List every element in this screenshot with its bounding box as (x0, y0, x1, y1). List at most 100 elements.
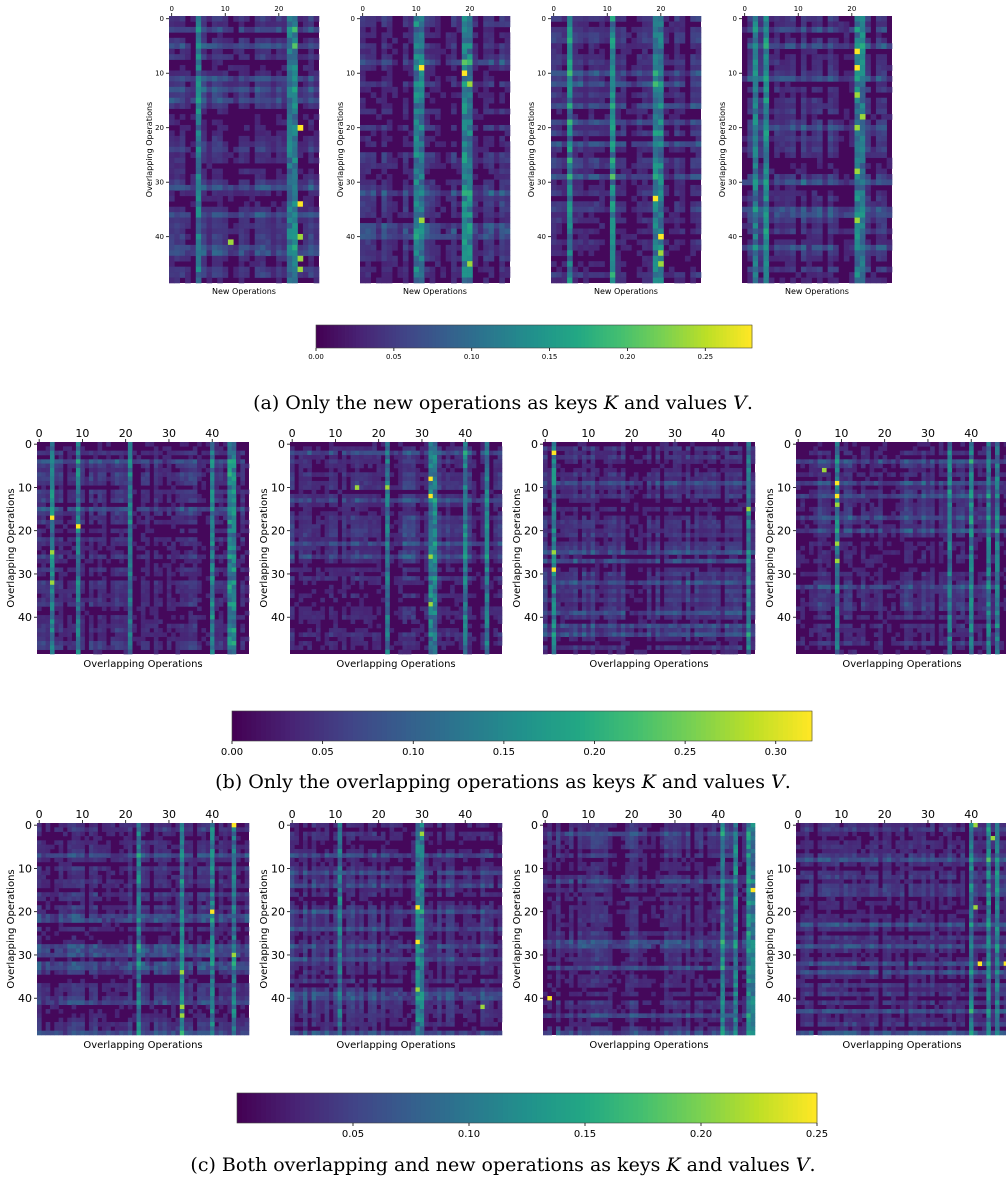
heatmap-cell (461, 146, 468, 153)
heatmap-cell (365, 228, 372, 235)
heatmap-cell (179, 228, 186, 235)
heatmap-cell (609, 135, 616, 142)
heatmap-cell (270, 233, 277, 240)
heatmap-cell (265, 81, 272, 88)
heatmap-cell (67, 489, 72, 495)
heatmap-cell (244, 223, 250, 229)
heatmap-cell (504, 174, 511, 180)
heatmap-cell (588, 261, 595, 267)
heatmap-cell (127, 493, 133, 499)
heatmap-cell (381, 108, 388, 115)
heatmap-cell (467, 239, 473, 246)
heatmap-cell (360, 228, 366, 235)
heatmap-cell (499, 43, 505, 49)
heatmap-cell (238, 26, 245, 33)
heatmap-cell (265, 135, 272, 142)
x-tick-label: 20 (656, 5, 665, 13)
heatmap-cell (881, 75, 887, 82)
heatmap-cell (817, 59, 823, 66)
heatmap-cell (870, 217, 877, 224)
x-axis-label: New Operations (594, 287, 658, 296)
heatmap-cell (106, 506, 111, 512)
heatmap-cell (179, 244, 186, 251)
heatmap-cell (768, 212, 775, 218)
heatmap-cell (790, 135, 796, 142)
heatmap-cell (483, 233, 489, 240)
heatmap-cell (286, 97, 293, 104)
heatmap-cell (631, 233, 638, 240)
heatmap-cell (175, 515, 181, 521)
heatmap-cell (583, 239, 589, 246)
colorbar-segment (316, 325, 321, 348)
heatmap-cell (386, 255, 393, 262)
heatmap-cell (171, 489, 176, 495)
heatmap-cell (615, 54, 621, 60)
heatmap-cell (397, 152, 404, 158)
heatmap-cell (195, 217, 202, 224)
heatmap-cell (488, 228, 495, 235)
heatmap-cell (140, 554, 146, 560)
heatmap-cell (881, 239, 887, 246)
heatmap-cell (158, 463, 163, 469)
heatmap-cell (210, 472, 215, 477)
heatmap-cell (827, 228, 834, 235)
heatmap-cell (286, 114, 293, 120)
heatmap-cell (456, 266, 463, 273)
heatmap-cell (179, 157, 186, 164)
heatmap-cell (41, 571, 46, 577)
heatmap-cell (467, 277, 473, 284)
heatmap-cell (223, 459, 228, 464)
heatmap-cell (260, 244, 266, 251)
heatmap-cell (774, 130, 780, 137)
heatmap-cell (572, 48, 579, 55)
colorbar-segment (337, 325, 342, 348)
heatmap-cell (567, 255, 573, 262)
heatmap-cell (817, 179, 823, 186)
heatmap-cell (483, 75, 489, 82)
heatmap-cell (742, 179, 748, 186)
heatmap-cell (556, 266, 563, 273)
heatmap-cell (217, 190, 223, 197)
heatmap-cell (101, 537, 107, 542)
heatmap-cell (302, 75, 309, 82)
heatmap-cell (658, 255, 664, 262)
heatmap-cell (67, 511, 72, 516)
heatmap-cell (811, 190, 818, 197)
heatmap-cell (483, 195, 489, 202)
heatmap-cell (169, 130, 175, 137)
heatmap-cell (800, 190, 807, 197)
colorbar-segment (570, 325, 575, 348)
heatmap-cell (451, 255, 457, 262)
heatmap-cell (286, 174, 293, 180)
heatmap-cell (171, 558, 176, 564)
heatmap-cell (292, 184, 298, 191)
heatmap-cell (386, 184, 393, 191)
heatmap-cell (217, 146, 223, 153)
heatmap-cell (67, 476, 72, 482)
heatmap-cell (674, 141, 680, 148)
heatmap-cell (376, 250, 382, 257)
heatmap-cell (75, 463, 81, 469)
colorbar-segment (410, 325, 415, 348)
heatmap-cell (604, 124, 611, 131)
heatmap-cell (153, 502, 159, 508)
heatmap-cell (615, 163, 621, 169)
heatmap-cell (652, 168, 659, 175)
heatmap-cell (435, 48, 441, 55)
heatmap-cell (615, 261, 621, 267)
heatmap-cell (811, 135, 818, 142)
heatmap-cell (71, 567, 77, 573)
heatmap-cell (588, 190, 595, 197)
heatmap-cell (865, 124, 871, 131)
heatmap-cell (663, 272, 670, 278)
heatmap-cell (41, 537, 46, 542)
heatmap-cell (583, 146, 589, 153)
heatmap-cell (386, 206, 393, 213)
heatmap-cell (308, 201, 314, 208)
heatmap-cell (260, 124, 266, 131)
heatmap-cell (774, 37, 780, 44)
heatmap-cell (652, 277, 659, 284)
heatmap-cell (127, 502, 133, 508)
heatmap-cell (806, 124, 812, 131)
heatmap-cell (260, 92, 266, 99)
